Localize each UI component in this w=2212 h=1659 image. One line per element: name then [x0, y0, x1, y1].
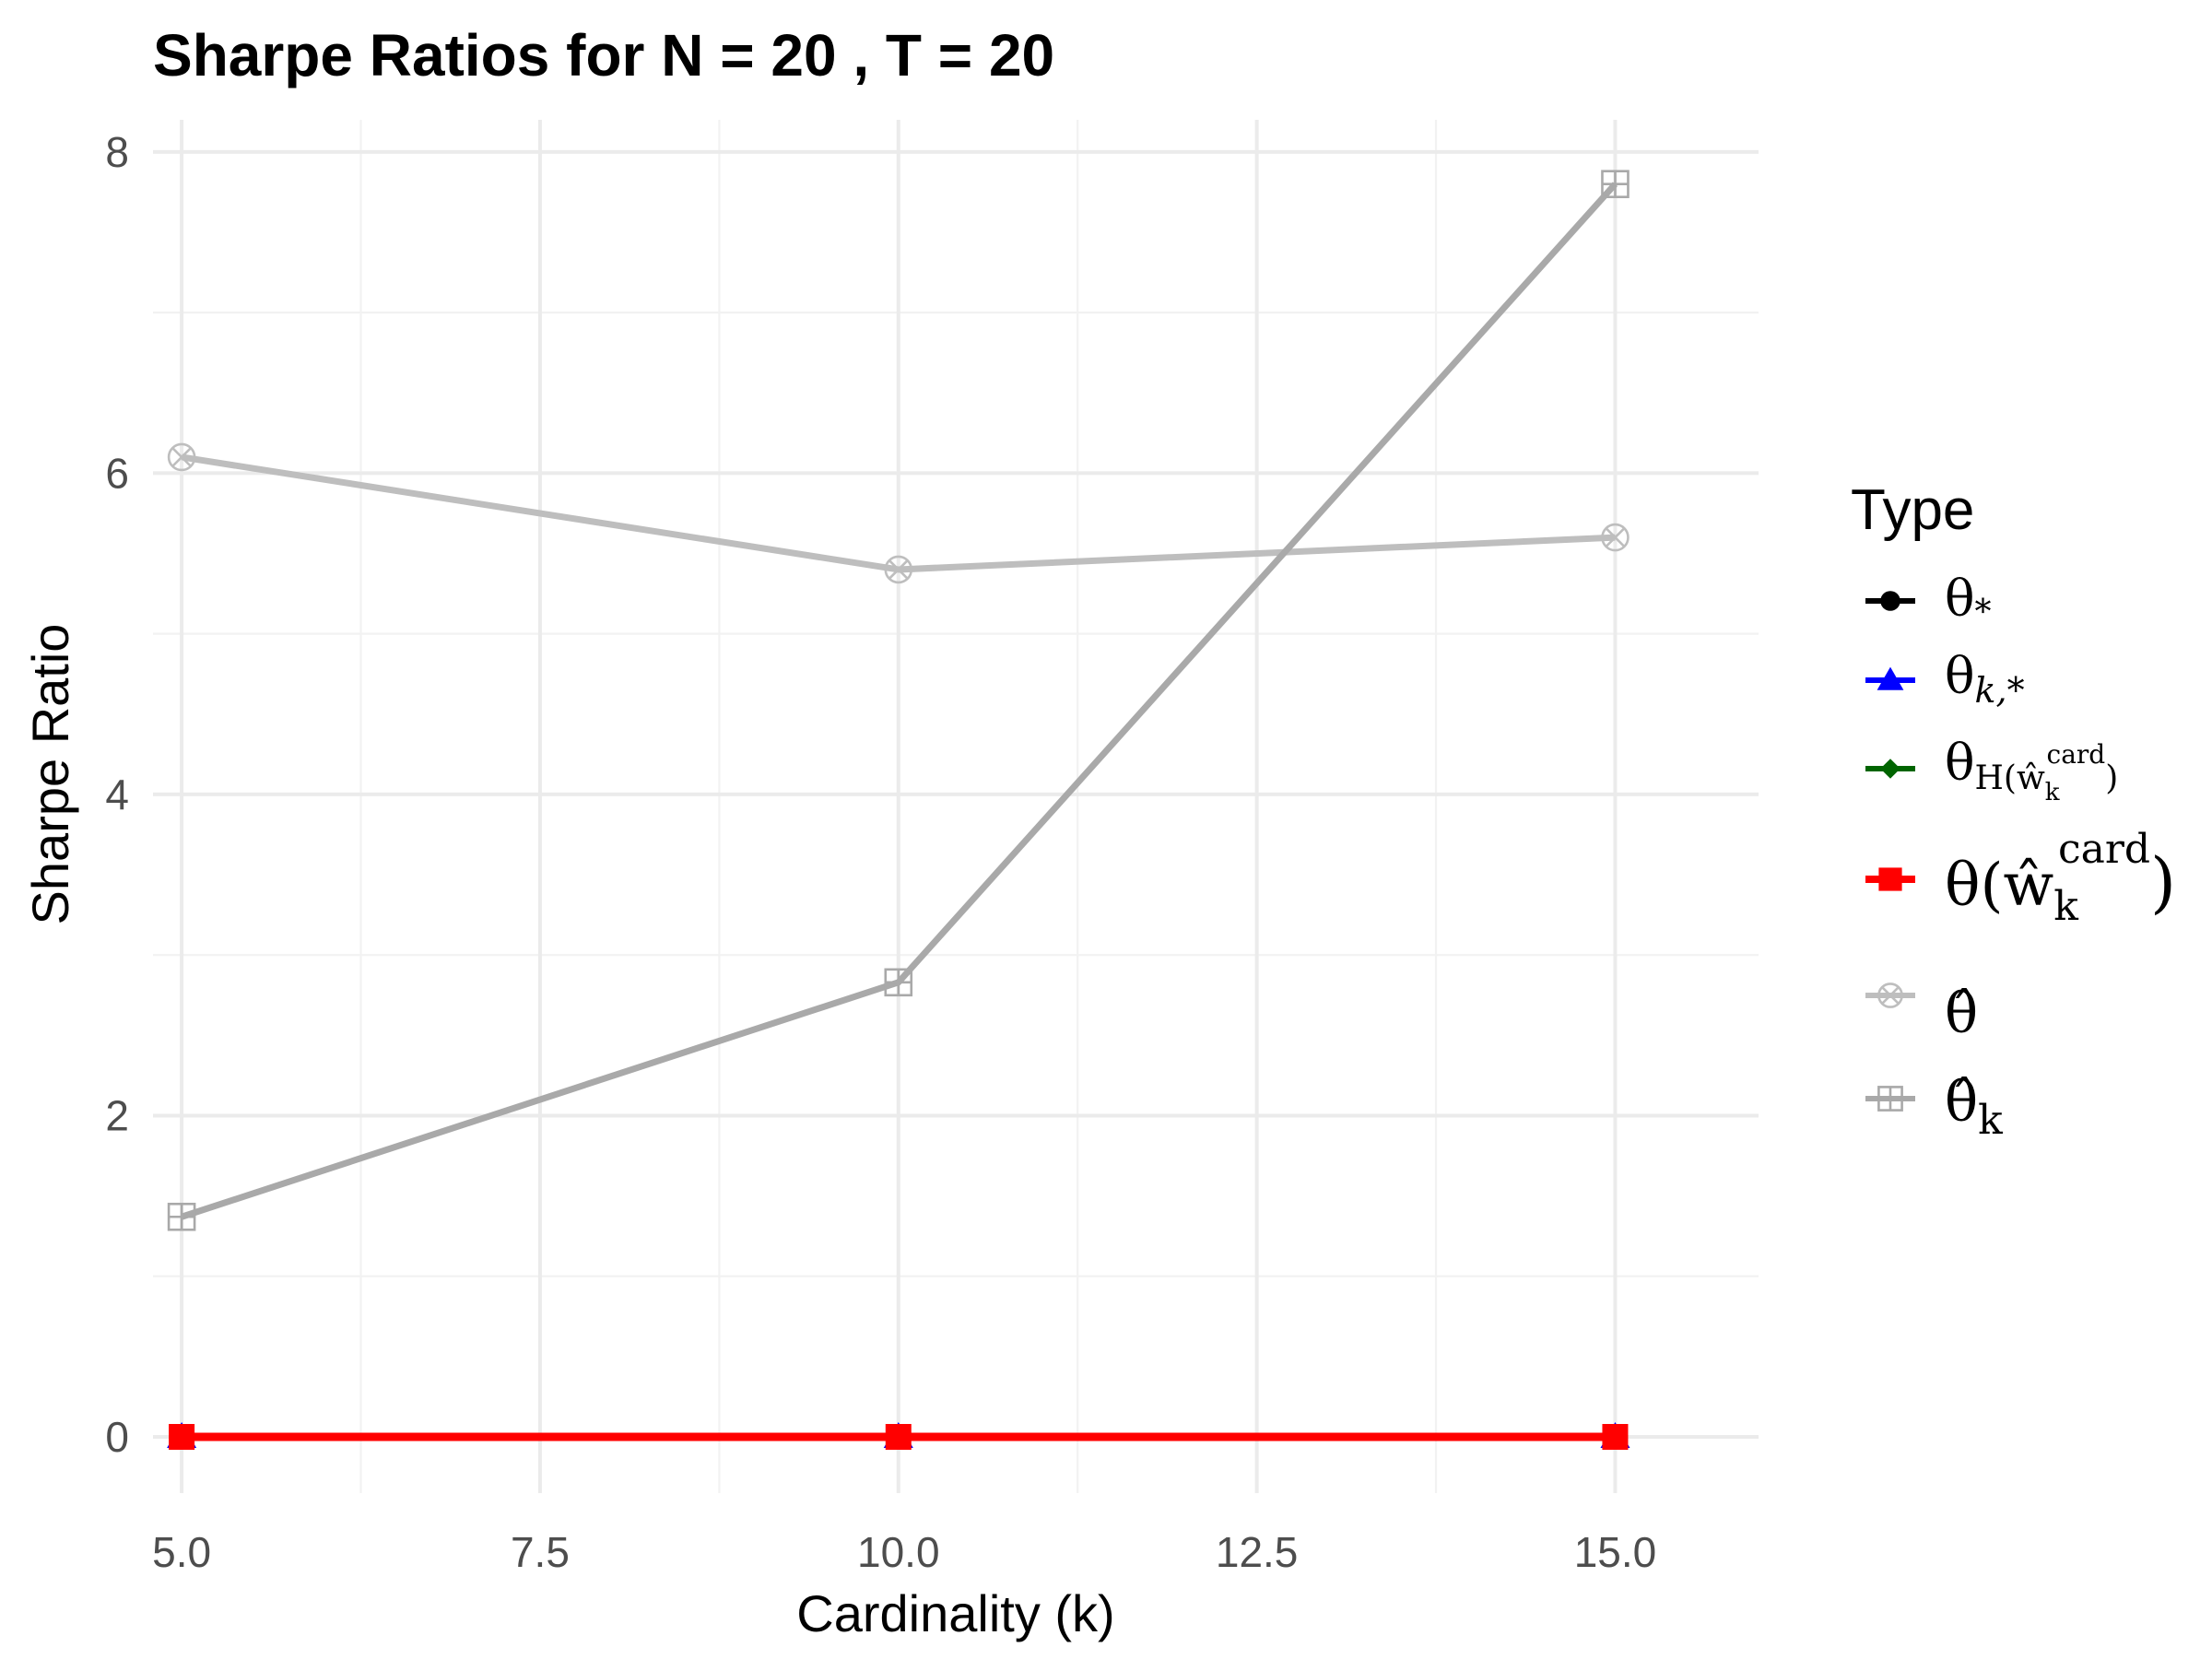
marker-circle-outline: [167, 442, 196, 472]
chart-title: Sharpe Ratios for N = 20 , T = 20: [153, 22, 1054, 88]
legend-key-marker: [1880, 759, 1900, 779]
marker-circle-outline: [1601, 523, 1630, 552]
y-tick-label: 0: [105, 1413, 129, 1461]
legend-label: θ*: [1945, 570, 1992, 631]
x-tick-label: 7.5: [511, 1528, 570, 1576]
x-tick-label: 12.5: [1216, 1528, 1299, 1576]
y-tick-label: 8: [105, 128, 129, 176]
marker-square: [1602, 1424, 1629, 1451]
marker-triangle: [1877, 666, 1904, 690]
legend-item-theta-hat: θ̂: [1865, 982, 1978, 1046]
legend-item-theta-star: θ*: [1865, 570, 1992, 631]
x-tick-label: 10.0: [857, 1528, 940, 1576]
data-point: [884, 555, 913, 584]
data-point: [1601, 523, 1630, 552]
legend-label: θk,*: [1945, 647, 2025, 711]
marker-circle-outline: [884, 555, 913, 584]
marker-square: [169, 1424, 195, 1451]
y-tick-label: 2: [105, 1091, 129, 1139]
y-tick-label: 4: [105, 771, 129, 818]
y-axis-tick-labels: 0 2 4 6 8: [105, 128, 129, 1461]
legend-label: θ(ŵkcard): [1945, 826, 2176, 930]
marker-circle: [1880, 591, 1900, 611]
marker-square: [885, 1424, 912, 1451]
data-point: [169, 1424, 195, 1451]
data-point: [885, 1424, 912, 1451]
data-point: [884, 968, 913, 997]
marker-cross-b: [171, 447, 192, 467]
legend: Type θ* θk,* θH(ŵkcard): [1851, 478, 2176, 1144]
data-point: [167, 1202, 196, 1231]
legend-label: θ̂: [1945, 982, 1978, 1046]
marker-square: [1878, 867, 1902, 891]
plot-grid: [153, 120, 1759, 1493]
legend-item-theta-w-card: θ(ŵkcard): [1865, 826, 2176, 930]
legend-key-marker: [1880, 591, 1900, 611]
legend-item-theta-hat-k: θ̂k: [1865, 1070, 2003, 1144]
data-point: [1601, 170, 1630, 199]
data-point: [167, 442, 196, 472]
legend-key-marker: [1878, 867, 1902, 891]
legend-title: Type: [1851, 478, 1974, 542]
legend-item-theta-h: θH(ŵkcard): [1865, 734, 2118, 806]
legend-item-theta-k-star: θk,*: [1865, 647, 2025, 711]
legend-key-marker: [1877, 666, 1904, 690]
marker-cross-b: [888, 559, 909, 580]
x-tick-label: 15.0: [1574, 1528, 1657, 1576]
legend-label: θ̂k: [1945, 1070, 2003, 1144]
marker-diamond: [1880, 759, 1900, 779]
y-tick-label: 6: [105, 449, 129, 497]
series-markers: [167, 170, 1630, 1451]
x-axis-title: Cardinality (k): [796, 1584, 1114, 1642]
legend-label: θH(ŵkcard): [1945, 734, 2118, 806]
marker-cross-b: [1605, 527, 1626, 547]
marker-cross-b: [1881, 986, 1900, 1005]
x-tick-label: 5.0: [152, 1528, 211, 1576]
legend-key-marker: [1877, 1086, 1903, 1112]
x-axis-tick-labels: 5.0 7.5 10.0 12.5 15.0: [152, 1528, 1656, 1576]
data-point: [1602, 1424, 1629, 1451]
marker-circle-outline: [1877, 982, 1903, 1008]
legend-key-marker: [1877, 982, 1903, 1008]
y-axis-title: Sharpe Ratio: [21, 624, 79, 925]
